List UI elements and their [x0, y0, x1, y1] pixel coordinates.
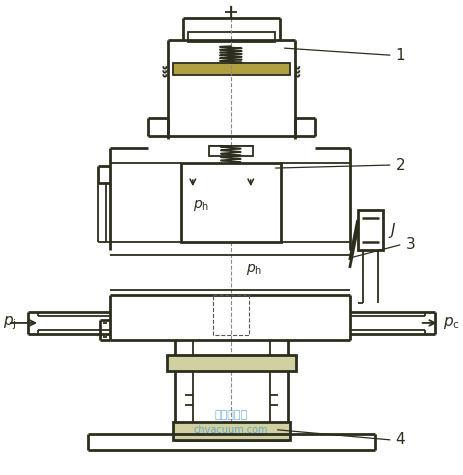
Text: $p_\mathrm{h}$: $p_\mathrm{h}$	[246, 263, 262, 277]
Bar	[167, 355, 296, 371]
Bar	[173, 422, 290, 440]
Text: 真空技术网: 真空技术网	[214, 410, 247, 420]
Text: 3: 3	[406, 238, 415, 253]
Text: $p_\mathrm{j}$: $p_\mathrm{j}$	[3, 314, 17, 332]
Text: chvacuum.com: chvacuum.com	[194, 425, 268, 435]
Text: 4: 4	[396, 432, 405, 447]
Text: 1: 1	[396, 48, 405, 63]
Bar	[209, 146, 253, 156]
Text: $p_\mathrm{c}$: $p_\mathrm{c}$	[443, 315, 460, 331]
Text: 2: 2	[396, 158, 405, 172]
Text: $p_\mathrm{h}$: $p_\mathrm{h}$	[193, 198, 209, 212]
Bar	[181, 163, 281, 242]
Bar	[173, 63, 290, 75]
Bar	[188, 32, 275, 42]
Text: J: J	[391, 222, 395, 238]
Bar	[358, 210, 383, 250]
